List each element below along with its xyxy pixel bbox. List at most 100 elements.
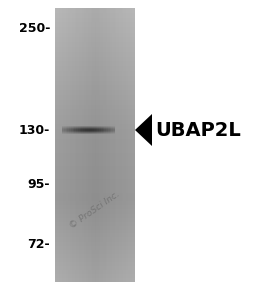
Bar (60, 8, 62, 282)
Bar (55, 266, 135, 267)
Bar (83, 8, 84, 282)
Bar (55, 98, 135, 99)
Bar (55, 72, 135, 73)
Bar (86, 8, 87, 282)
Bar (55, 23, 135, 24)
Bar (55, 53, 135, 54)
Bar (55, 168, 135, 169)
Bar (55, 17, 135, 18)
Bar (55, 49, 135, 50)
Bar (82, 8, 83, 282)
Text: 72-: 72- (27, 239, 50, 251)
Bar (55, 207, 135, 208)
Bar (55, 235, 135, 236)
Bar (95, 8, 96, 282)
Bar (55, 141, 135, 142)
Bar (114, 8, 115, 282)
Bar (55, 218, 135, 219)
Bar (55, 232, 135, 233)
Bar (55, 257, 135, 258)
Bar (55, 190, 135, 191)
Bar (55, 130, 135, 131)
Bar (55, 161, 135, 162)
Bar (55, 35, 135, 36)
Bar (55, 27, 135, 28)
Bar (55, 186, 135, 187)
Polygon shape (135, 114, 152, 146)
Bar (55, 158, 135, 159)
Bar (55, 204, 135, 205)
Bar (55, 106, 135, 107)
Bar (55, 50, 135, 51)
Bar (55, 219, 135, 220)
Bar (55, 169, 135, 170)
Bar (55, 29, 135, 30)
Bar (55, 113, 135, 114)
Bar (55, 102, 135, 103)
Bar (55, 28, 135, 29)
Bar (80, 8, 82, 282)
Bar (55, 216, 135, 217)
Bar (55, 279, 135, 280)
Bar (124, 8, 126, 282)
Bar (55, 159, 135, 160)
Bar (55, 202, 135, 203)
Bar (55, 55, 135, 56)
Bar (55, 139, 135, 140)
Bar (71, 8, 72, 282)
Bar (55, 273, 135, 274)
Bar (55, 54, 135, 55)
Bar (55, 85, 135, 86)
Bar (55, 125, 135, 126)
Bar (55, 137, 135, 138)
Bar (84, 8, 86, 282)
Bar (55, 180, 135, 181)
Bar (55, 94, 135, 95)
Bar (55, 267, 135, 268)
Bar (55, 123, 135, 124)
Bar (55, 146, 135, 147)
Bar (56, 8, 58, 282)
Bar (55, 199, 135, 200)
Bar (131, 8, 132, 282)
Bar (127, 8, 128, 282)
Bar (55, 46, 135, 47)
Bar (55, 154, 135, 155)
Bar (55, 215, 135, 216)
Bar (55, 90, 135, 91)
Bar (55, 223, 135, 224)
Bar (55, 97, 135, 98)
Bar (55, 69, 135, 70)
Bar (55, 241, 135, 242)
Bar (55, 179, 135, 180)
Bar (55, 233, 135, 234)
Bar (75, 8, 76, 282)
Bar (55, 56, 135, 57)
Bar (55, 80, 135, 81)
Bar (55, 126, 135, 127)
Bar (55, 62, 135, 63)
Bar (55, 24, 135, 25)
Bar (55, 118, 135, 119)
Bar (55, 226, 135, 227)
Bar (55, 33, 135, 34)
Bar (68, 8, 70, 282)
Bar (55, 109, 135, 110)
Bar (63, 8, 64, 282)
Bar (55, 166, 135, 167)
Bar (55, 58, 135, 59)
Bar (55, 44, 135, 45)
Bar (55, 22, 135, 23)
Bar (55, 105, 135, 106)
Bar (55, 209, 135, 210)
Bar (55, 205, 135, 206)
Bar (55, 230, 135, 231)
Bar (107, 8, 108, 282)
Bar (55, 210, 135, 211)
Bar (55, 178, 135, 179)
Bar (55, 208, 135, 209)
Bar (55, 149, 135, 150)
Bar (123, 8, 124, 282)
Bar (118, 8, 119, 282)
Bar (88, 8, 90, 282)
